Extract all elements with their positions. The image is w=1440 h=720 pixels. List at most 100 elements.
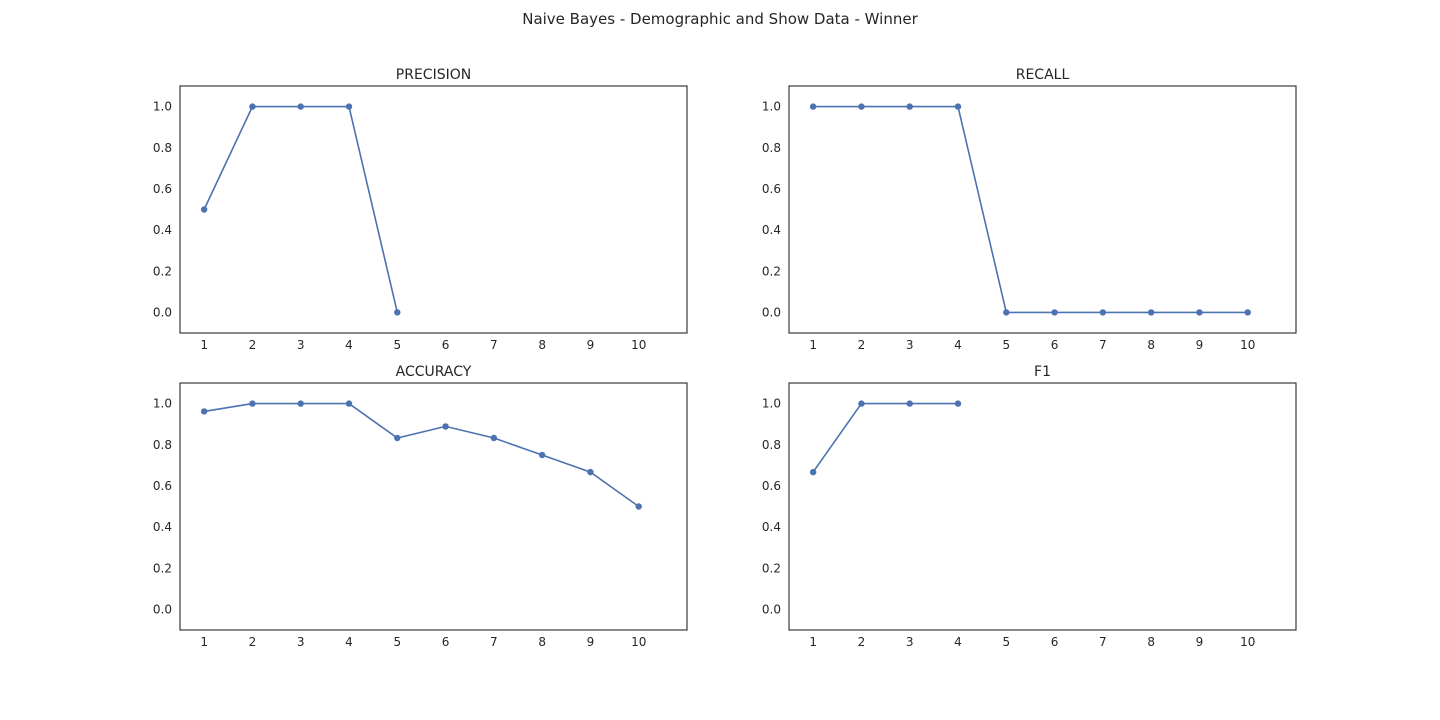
precision-x-tick-label: 7 bbox=[490, 338, 498, 352]
f1-x-tick-label: 2 bbox=[858, 635, 866, 649]
recall-x-tick-label: 1 bbox=[809, 338, 817, 352]
recall-x-tick-label: 6 bbox=[1051, 338, 1059, 352]
accuracy-data-point bbox=[538, 451, 546, 459]
recall-series-line bbox=[813, 105, 1248, 314]
f1-title: F1 bbox=[1034, 364, 1051, 380]
precision-y-tick-label: 0.8 bbox=[153, 141, 172, 155]
accuracy-data-point bbox=[394, 434, 401, 442]
precision-data-point bbox=[345, 103, 353, 110]
accuracy-x-tick-label: 7 bbox=[490, 635, 498, 649]
f1-data-point bbox=[858, 400, 865, 407]
recall-data-point bbox=[1003, 309, 1010, 316]
precision-data-point bbox=[394, 309, 401, 316]
accuracy-x-tick-label: 3 bbox=[297, 635, 305, 649]
recall-panel: RECALL 1 2 3 4 5 6 7 8 9 10 0.0 0.2 0.4 0.6 0.8 1.0 bbox=[762, 67, 1297, 352]
recall-y-tick-label: 0.2 bbox=[762, 264, 781, 278]
accuracy-x-tick-label: 8 bbox=[538, 635, 546, 649]
accuracy-x-tick-label: 2 bbox=[249, 635, 257, 649]
precision-y-tick-label: 0.4 bbox=[153, 223, 172, 237]
precision-y-tick-label: 0.2 bbox=[153, 264, 172, 278]
f1-y-tick-label: 0.2 bbox=[762, 561, 781, 575]
recall-x-tick-label: 10 bbox=[1240, 338, 1255, 352]
precision-x-tick-label: 8 bbox=[538, 338, 546, 352]
recall-x-tick-label: 7 bbox=[1099, 338, 1107, 352]
f1-data-point bbox=[906, 400, 913, 407]
f1-y-tick-label: 0.0 bbox=[762, 602, 781, 616]
recall-data-point bbox=[954, 103, 962, 110]
precision-axes-frame bbox=[179, 85, 688, 334]
accuracy-x-tick-label: 4 bbox=[345, 635, 353, 649]
recall-data-point bbox=[1196, 309, 1203, 316]
precision-x-tick-label: 9 bbox=[587, 338, 595, 352]
f1-y-tick-label: 0.4 bbox=[762, 520, 781, 534]
f1-y-tick-label: 0.6 bbox=[762, 479, 781, 493]
recall-x-tick-label: 3 bbox=[906, 338, 914, 352]
recall-data-point bbox=[1147, 309, 1155, 316]
f1-x-tick-label: 4 bbox=[954, 635, 962, 649]
f1-series-line bbox=[812, 402, 958, 473]
precision-data-point bbox=[200, 206, 208, 213]
precision-x-tick-label: 1 bbox=[200, 338, 208, 352]
f1-x-tick-label: 3 bbox=[906, 635, 914, 649]
accuracy-y-tick-label: 0.6 bbox=[153, 479, 172, 493]
f1-x-tick-label: 7 bbox=[1099, 635, 1107, 649]
precision-y-tick-label: 0.0 bbox=[153, 305, 172, 319]
precision-x-tick-label: 3 bbox=[297, 338, 305, 352]
recall-data-point bbox=[1244, 309, 1251, 316]
accuracy-x-tick-label: 5 bbox=[393, 635, 401, 649]
recall-y-tick-label: 1.0 bbox=[762, 100, 781, 114]
precision-x-tick-label: 6 bbox=[442, 338, 450, 352]
accuracy-data-point bbox=[200, 408, 208, 415]
accuracy-y-tick-label: 1.0 bbox=[153, 397, 172, 411]
recall-y-tick-label: 0.0 bbox=[762, 305, 781, 319]
f1-x-tick-label: 8 bbox=[1147, 635, 1155, 649]
accuracy-y-tick-label: 0.2 bbox=[153, 561, 172, 575]
accuracy-data-point bbox=[345, 400, 353, 407]
precision-data-point bbox=[249, 103, 256, 110]
accuracy-y-tick-label: 0.0 bbox=[153, 602, 172, 616]
accuracy-series-line bbox=[203, 402, 640, 508]
accuracy-title: ACCURACY bbox=[396, 364, 472, 380]
recall-title: RECALL bbox=[1016, 67, 1070, 83]
precision-title: PRECISION bbox=[396, 67, 471, 83]
f1-x-tick-label: 6 bbox=[1051, 635, 1059, 649]
recall-y-tick-label: 0.4 bbox=[762, 223, 781, 237]
accuracy-data-point bbox=[249, 400, 256, 407]
recall-data-point bbox=[906, 103, 913, 110]
precision-x-tick-label: 10 bbox=[631, 338, 646, 352]
precision-panel: PRECISION 1 2 3 4 5 6 7 8 9 10 0.0 0.2 0.4 0.6 0.8 1.0 bbox=[153, 67, 688, 352]
precision-x-tick-label: 4 bbox=[345, 338, 353, 352]
recall-y-tick-label: 0.8 bbox=[762, 141, 781, 155]
figure-title: Naive Bayes - Demographic and Show Data … bbox=[522, 10, 918, 28]
recall-axes-frame bbox=[788, 85, 1297, 334]
f1-data-point bbox=[954, 400, 962, 407]
recall-x-tick-label: 5 bbox=[1002, 338, 1010, 352]
precision-x-tick-label: 5 bbox=[393, 338, 401, 352]
f1-axes-frame bbox=[788, 382, 1297, 631]
f1-y-tick-label: 0.8 bbox=[762, 438, 781, 452]
accuracy-data-point bbox=[490, 434, 498, 442]
precision-data-point bbox=[297, 103, 304, 110]
accuracy-x-tick-label: 9 bbox=[587, 635, 595, 649]
accuracy-data-point bbox=[442, 423, 449, 430]
accuracy-x-tick-label: 1 bbox=[200, 635, 208, 649]
f1-x-tick-label: 5 bbox=[1002, 635, 1010, 649]
recall-data-point bbox=[1099, 309, 1107, 316]
precision-x-tick-label: 2 bbox=[249, 338, 257, 352]
recall-x-tick-label: 4 bbox=[954, 338, 962, 352]
recall-x-tick-label: 9 bbox=[1196, 338, 1204, 352]
recall-data-point bbox=[858, 103, 865, 110]
f1-x-tick-label: 10 bbox=[1240, 635, 1255, 649]
precision-y-tick-label: 0.6 bbox=[153, 182, 172, 196]
accuracy-y-tick-label: 0.4 bbox=[153, 520, 172, 534]
accuracy-data-point bbox=[297, 400, 304, 407]
recall-data-point bbox=[1051, 309, 1058, 316]
f1-y-tick-label: 1.0 bbox=[762, 397, 781, 411]
recall-data-point bbox=[809, 103, 817, 110]
f1-x-tick-label: 1 bbox=[809, 635, 817, 649]
recall-y-tick-label: 0.6 bbox=[762, 182, 781, 196]
accuracy-y-tick-label: 0.8 bbox=[153, 438, 172, 452]
recall-x-tick-label: 2 bbox=[858, 338, 866, 352]
f1-data-point bbox=[809, 468, 817, 476]
